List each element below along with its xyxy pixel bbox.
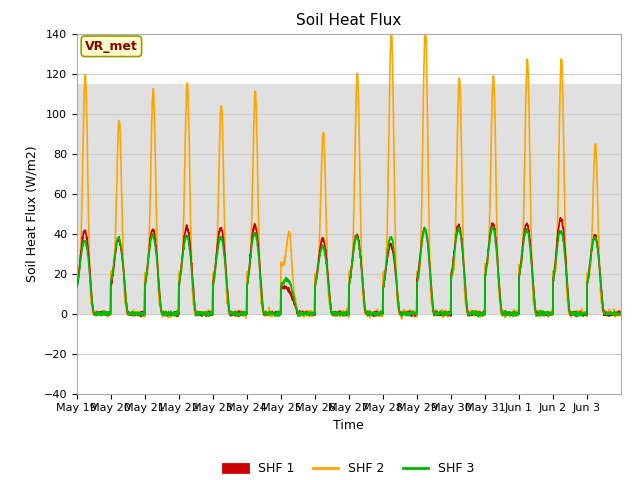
SHF 2	[73, 270, 81, 276]
SHF 2	[127, 312, 135, 318]
SHF 2	[610, 309, 618, 315]
Text: VR_met: VR_met	[85, 40, 138, 53]
SHF 3	[488, 224, 496, 229]
SHF 2	[397, 316, 405, 322]
Line: SHF 1: SHF 1	[77, 218, 621, 316]
SHF 3	[244, 273, 252, 279]
SHF 2	[544, 311, 552, 317]
SHF 2	[617, 309, 625, 314]
SHF 3	[381, 268, 389, 274]
SHF 3	[617, 310, 625, 316]
Bar	[77, 84, 621, 313]
SHF 2	[422, 22, 429, 27]
SHF 1	[617, 311, 625, 317]
SHF 1	[610, 310, 618, 316]
SHF 3	[73, 283, 81, 289]
SHF 3	[610, 312, 618, 318]
SHF 1	[381, 270, 389, 276]
SHF 3	[127, 310, 135, 315]
SHF 1	[513, 312, 520, 317]
Legend: SHF 1, SHF 2, SHF 3: SHF 1, SHF 2, SHF 3	[218, 457, 479, 480]
Title: Soil Heat Flux: Soil Heat Flux	[296, 13, 401, 28]
SHF 2	[381, 268, 389, 274]
SHF 2	[513, 308, 521, 314]
SHF 1	[543, 310, 551, 315]
SHF 2	[244, 270, 252, 276]
SHF 3	[573, 314, 581, 320]
X-axis label: Time: Time	[333, 419, 364, 432]
SHF 1	[235, 313, 243, 319]
Y-axis label: Soil Heat Flux (W/m2): Soil Heat Flux (W/m2)	[25, 145, 38, 282]
SHF 3	[513, 310, 520, 316]
SHF 1	[127, 312, 135, 318]
SHF 1	[73, 283, 81, 288]
SHF 1	[245, 269, 253, 275]
Line: SHF 2: SHF 2	[77, 24, 621, 319]
Line: SHF 3: SHF 3	[77, 227, 621, 317]
SHF 1	[557, 216, 564, 221]
SHF 3	[543, 309, 551, 314]
